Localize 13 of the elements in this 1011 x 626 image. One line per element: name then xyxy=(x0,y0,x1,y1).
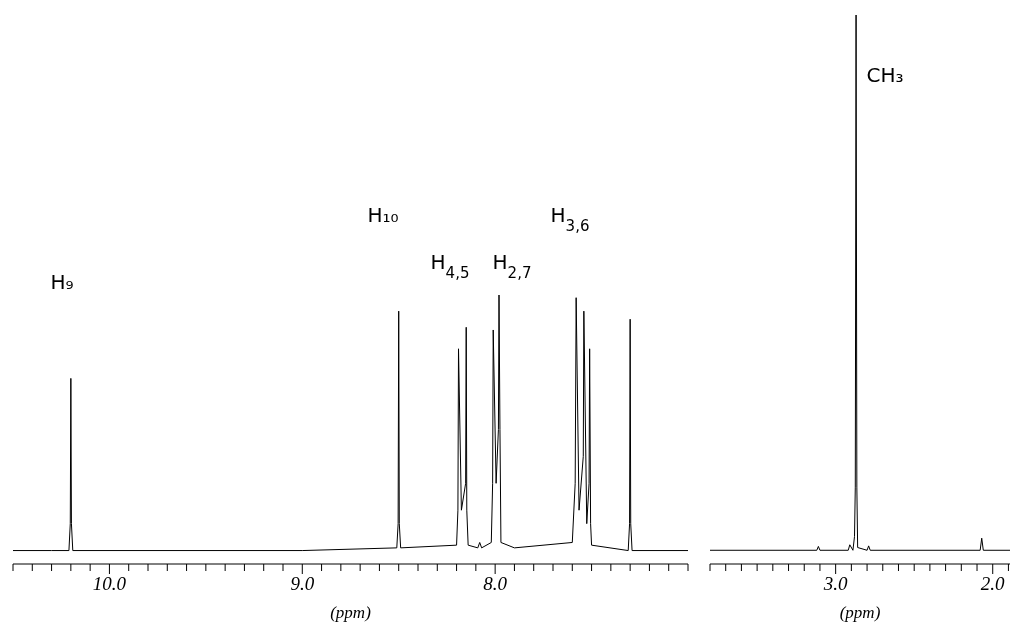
text: H$_{4,5}$ xyxy=(430,250,470,282)
x-tick-label: 10.0 xyxy=(92,573,127,594)
x-axis-title: (ppm) xyxy=(330,603,372,622)
x-tick-label: 9.0 xyxy=(290,573,315,594)
text: H₁₀ xyxy=(367,203,399,227)
x-tick-label: 8.0 xyxy=(483,573,508,594)
x-tick-label: 2.0 xyxy=(980,573,1006,594)
x-axis-title: (ppm) xyxy=(839,603,881,622)
annotation: CH₃ xyxy=(866,63,904,87)
text: H$_{2,7}$ xyxy=(492,250,532,282)
text: H₉ xyxy=(50,270,74,294)
text: H$_{3,6}$ xyxy=(550,203,590,235)
x-tick-label: 3.0 xyxy=(822,573,849,594)
